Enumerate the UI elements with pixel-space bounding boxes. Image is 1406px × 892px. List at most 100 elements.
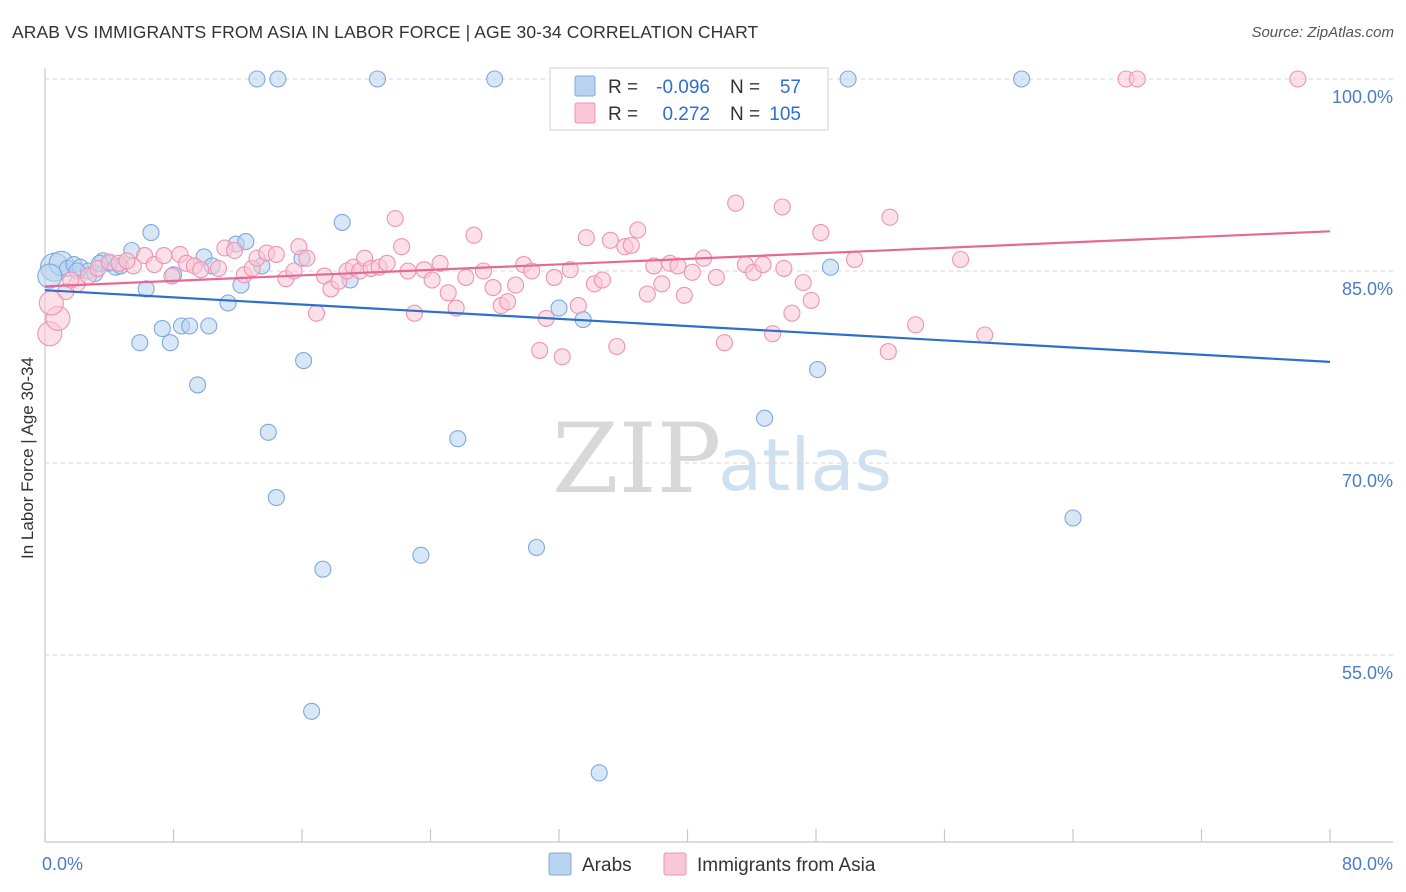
data-point-arabs <box>449 430 467 448</box>
data-point-asia <box>474 262 493 280</box>
data-point-asia <box>569 297 587 315</box>
data-point-arabs <box>333 213 351 231</box>
stats-r-label-asia: R = <box>608 104 638 125</box>
data-point-arabs <box>1064 509 1082 527</box>
data-point-arabs <box>200 317 218 335</box>
y-tick-label: 85.0% <box>1342 279 1393 299</box>
y-tick-label: 70.0% <box>1342 471 1393 491</box>
stats-legend-swatch-arabs <box>574 75 596 97</box>
data-point-asia <box>393 238 411 256</box>
data-point-arabs <box>550 299 568 317</box>
data-point-arabs <box>237 233 255 251</box>
data-point-asia <box>629 221 647 239</box>
data-point-asia <box>683 263 701 281</box>
data-point-asia <box>879 343 897 361</box>
data-point-asia <box>727 194 745 212</box>
data-point-arabs <box>412 546 430 564</box>
stats-r-value-arabs: -0.096 <box>656 77 710 98</box>
chart-title: ARAB VS IMMIGRANTS FROM ASIA IN LABOR FO… <box>12 22 759 42</box>
source-credit: Source: ZipAtlas.com <box>1251 24 1394 41</box>
data-point-asia <box>499 293 517 311</box>
data-point-asia <box>523 262 541 280</box>
data-point-arabs <box>486 70 504 88</box>
stats-r-value-asia: 0.272 <box>662 104 710 125</box>
legend-label-arabs: Arabs <box>582 855 632 876</box>
legend-swatch-arabs <box>548 852 572 876</box>
trend-layer <box>44 230 1331 363</box>
data-point-arabs <box>1013 70 1031 88</box>
stats-n-value-asia: 105 <box>769 104 801 125</box>
data-point-asia <box>707 268 725 286</box>
data-point-asia <box>608 337 626 356</box>
data-point-asia <box>531 341 549 359</box>
data-point-asia <box>561 261 579 279</box>
data-point-asia <box>802 291 820 309</box>
legend-label-asia: Immigrants from Asia <box>697 855 876 876</box>
data-point-asia <box>638 285 656 303</box>
data-point-asia <box>457 268 475 286</box>
data-point-asia <box>545 268 563 286</box>
data-point-asia <box>907 316 925 334</box>
data-point-asia <box>225 241 244 260</box>
data-point-arabs <box>161 334 179 352</box>
data-point-asia <box>794 273 812 292</box>
data-point-arabs <box>267 489 285 507</box>
data-point-asia <box>209 259 228 277</box>
data-point-asia <box>192 261 210 279</box>
trend-line-arabs <box>44 289 1331 363</box>
data-point-asia <box>405 304 423 322</box>
stats-n-label-asia: N = <box>730 104 760 125</box>
data-point-arabs <box>303 702 321 720</box>
data-point-asia <box>669 257 687 275</box>
data-point-asia <box>881 208 899 226</box>
data-point-asia <box>1289 70 1307 88</box>
data-point-asia <box>593 271 611 289</box>
data-point-arabs <box>295 352 313 370</box>
data-point-arabs <box>527 538 546 557</box>
data-point-asia <box>155 247 173 265</box>
data-point-arabs <box>142 224 160 242</box>
legend-swatch-asia <box>663 852 687 876</box>
data-point-asia <box>783 304 801 322</box>
data-point-arabs <box>368 70 387 88</box>
data-point-asia <box>653 275 671 293</box>
stats-n-label-arabs: N = <box>730 77 760 98</box>
data-point-asia <box>1128 70 1146 88</box>
data-point-asia <box>484 279 502 297</box>
x-tick-label: 0.0% <box>42 854 83 874</box>
y-axis-label: In Labor Force | Age 30-34 <box>18 357 37 559</box>
data-point-arabs <box>809 361 827 379</box>
data-point-asia <box>386 209 404 228</box>
stats-n-value-arabs: 57 <box>780 77 801 98</box>
data-point-arabs <box>37 263 63 289</box>
data-point-asia <box>976 326 994 344</box>
data-point-asia <box>622 236 640 254</box>
watermark-zip: ZIP <box>552 403 721 515</box>
data-point-arabs <box>821 258 840 276</box>
data-point-asia <box>601 231 619 249</box>
data-point-asia <box>298 249 316 267</box>
data-point-asia <box>378 254 396 272</box>
data-point-asia <box>307 304 326 322</box>
data-point-asia <box>952 250 970 269</box>
data-point-arabs <box>590 764 608 782</box>
data-point-arabs <box>314 560 332 578</box>
data-point-asia <box>577 229 595 247</box>
data-point-asia <box>773 198 791 216</box>
data-point-asia <box>465 226 483 244</box>
data-point-asia <box>507 276 525 294</box>
grid-layer <box>45 78 1393 656</box>
axis-layer: 100.0% 85.0% 70.0% 55.0% 0.0% 80.0% <box>42 68 1393 874</box>
stats-r-label-arabs: R = <box>608 77 638 98</box>
data-point-asia <box>431 254 449 272</box>
data-point-arabs <box>839 70 857 88</box>
data-point-asia <box>775 259 793 277</box>
data-point-arabs <box>248 70 266 88</box>
data-point-asia <box>845 250 864 269</box>
data-point-asia <box>812 224 830 242</box>
data-point-asia <box>764 325 782 343</box>
data-point-asia <box>439 284 457 302</box>
data-point-asia <box>553 348 571 366</box>
stats-legend-swatch-asia <box>574 102 596 124</box>
